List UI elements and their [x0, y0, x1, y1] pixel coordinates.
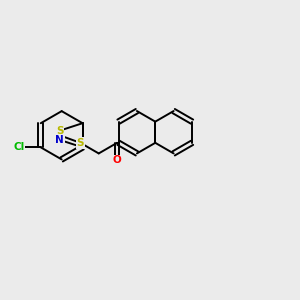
- Text: N: N: [55, 135, 64, 145]
- Text: S: S: [56, 126, 63, 136]
- Text: O: O: [113, 155, 122, 166]
- Text: S: S: [76, 138, 84, 148]
- Text: Cl: Cl: [13, 142, 24, 152]
